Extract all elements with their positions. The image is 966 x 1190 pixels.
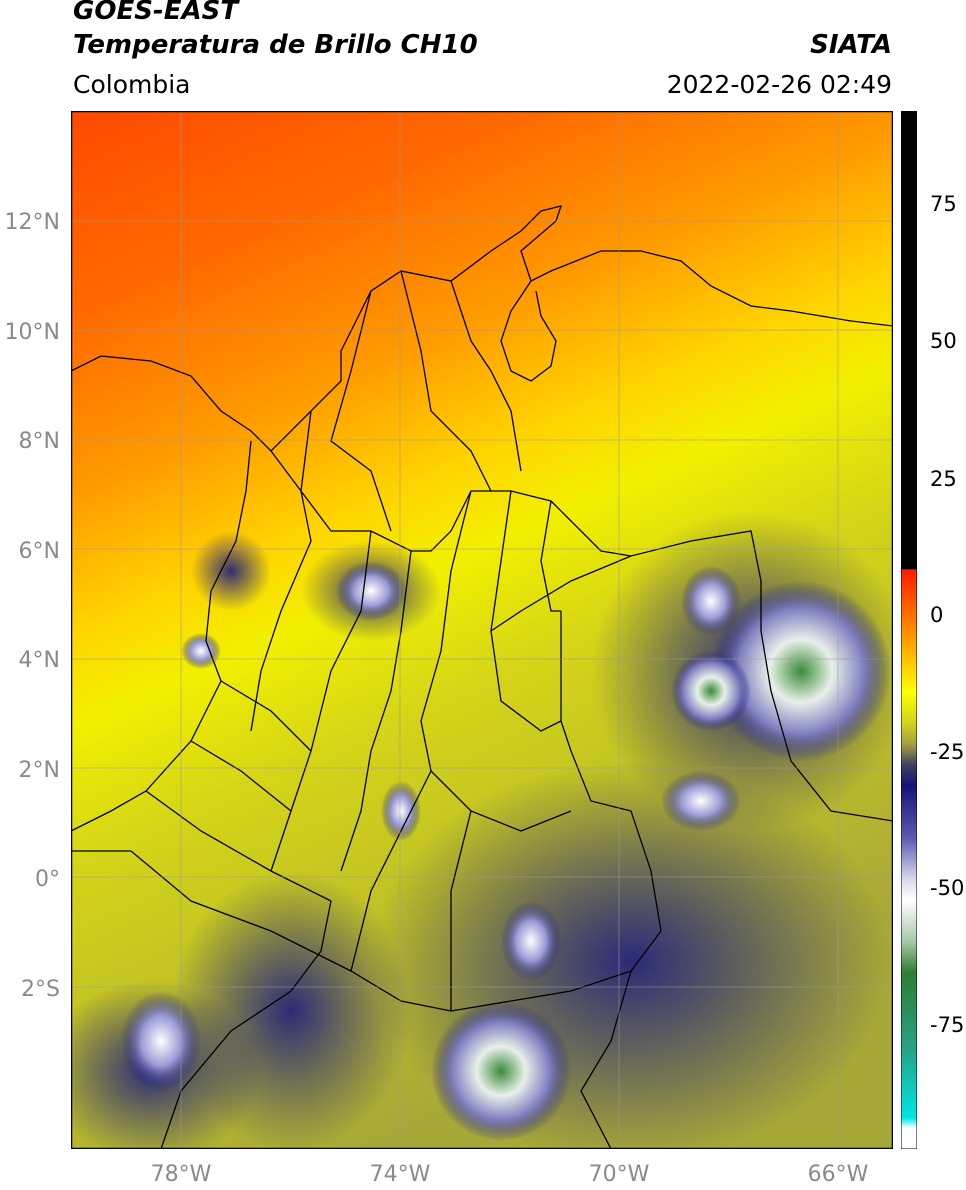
datetime-label: 2022-02-26 02:49 (666, 70, 892, 99)
cbar-tick-50: 50 (930, 329, 957, 353)
lat-tick-2s: 2°S (21, 977, 60, 1002)
lat-tick-12n: 12°N (5, 210, 60, 235)
lat-tick-0: 0° (35, 867, 60, 892)
lat-tick-2n: 2°N (19, 758, 60, 783)
colorbar (901, 111, 917, 1149)
cbar-tick-75: 75 (930, 192, 957, 216)
cbar-tick-neg50: -50 (930, 876, 965, 900)
lon-tick-78w: 78°W (151, 1162, 212, 1187)
cbar-tick-0: 0 (930, 603, 944, 627)
lat-tick-4n: 4°N (19, 648, 60, 673)
lon-tick-74w: 74°W (370, 1162, 431, 1187)
cbar-tick-25: 25 (930, 467, 957, 491)
agency-label: SIATA (810, 30, 892, 60)
product-title: Temperatura de Brillo CH10 (73, 30, 478, 60)
map-frame (71, 111, 893, 1149)
graticule (71, 111, 893, 1149)
lat-tick-8n: 8°N (19, 429, 60, 454)
cbar-tick-neg75: -75 (930, 1013, 965, 1037)
cbar-tick-neg25: -25 (930, 740, 965, 764)
lon-tick-70w: 70°W (589, 1162, 650, 1187)
lat-tick-10n: 10°N (5, 320, 60, 345)
satellite-title: GOES-EAST (73, 0, 239, 26)
lat-tick-6n: 6°N (19, 539, 60, 564)
brightness-temperature-map (71, 111, 893, 1149)
region-label: Colombia (73, 70, 191, 99)
lon-tick-66w: 66°W (808, 1162, 869, 1187)
colorbar-ramp (901, 111, 917, 1149)
